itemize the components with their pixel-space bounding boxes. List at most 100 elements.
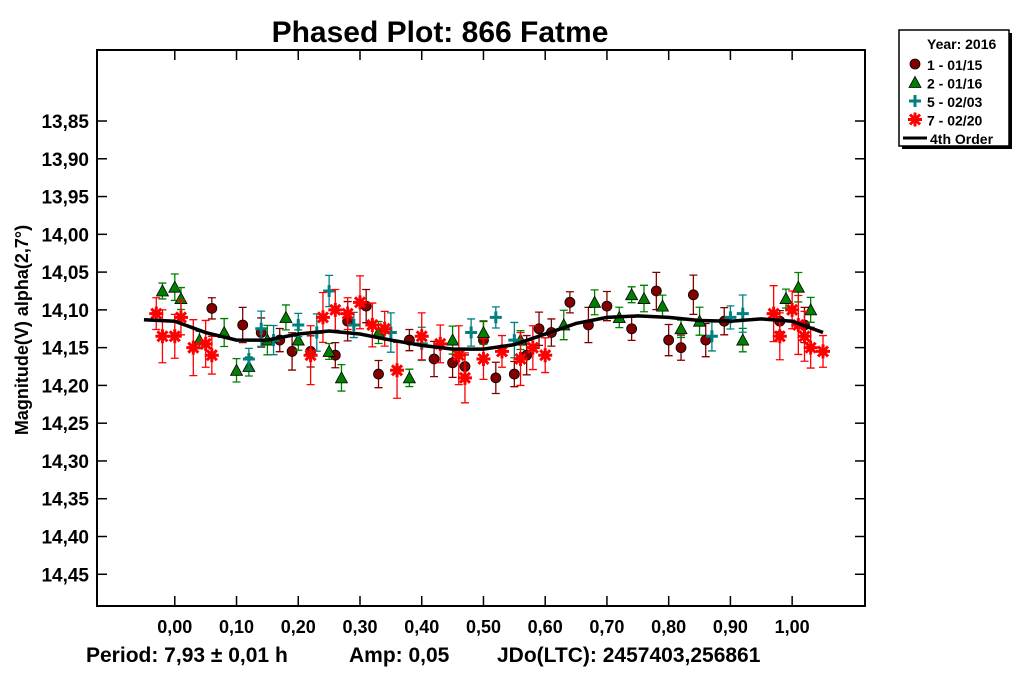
footer-period: Period: 7,93 ± 0,01 h: [86, 644, 288, 667]
data-point: [785, 302, 800, 317]
data-point: [564, 296, 576, 308]
data-point: [816, 344, 831, 359]
data-point: [490, 372, 502, 384]
data-point: [465, 326, 478, 339]
data-point: [323, 284, 336, 297]
data-point: [433, 336, 448, 351]
data-point: [445, 333, 460, 346]
data-point: [286, 346, 298, 357]
data-point: [772, 329, 787, 344]
data-point: [626, 323, 638, 335]
footer-jdo: JDo(LTC): 2457403,256861: [497, 644, 761, 667]
y-tick-label: 14,30: [41, 452, 89, 473]
data-point: [242, 352, 255, 365]
data-point: [525, 340, 540, 355]
data-point: [428, 353, 440, 365]
data-point: [204, 348, 219, 363]
y-tick-label: 14,05: [41, 263, 89, 284]
data-point: [674, 321, 688, 335]
data-point: [373, 368, 384, 380]
legend-marker-circle: [909, 58, 921, 70]
data-point: [155, 329, 170, 344]
series-3: [242, 274, 749, 371]
legend-marker-triangle: [908, 75, 922, 88]
data-point: [328, 302, 343, 317]
y-tick-label: 14,35: [41, 490, 89, 511]
chart-title: Phased Plot: 866 Fatme: [272, 16, 609, 49]
data-point: [414, 329, 429, 344]
x-tick-label: 1,00: [775, 617, 810, 637]
data-point: [736, 307, 749, 320]
data-point: [637, 291, 651, 304]
data-point: [451, 348, 466, 363]
plot-area: [96, 49, 866, 607]
data-point: [803, 340, 818, 355]
y-tick-label: 14,00: [41, 225, 89, 246]
data-point: [489, 311, 502, 324]
data-point: [168, 280, 182, 293]
x-tick-label: 0,30: [342, 617, 377, 637]
y-tick-label: 14,45: [41, 565, 89, 586]
data-point: [663, 334, 675, 346]
data-point: [322, 344, 336, 357]
x-tick-label: 0,00: [157, 617, 192, 637]
fit-curve-4th-order: [143, 314, 824, 351]
y-tick-label: 13,95: [41, 188, 89, 209]
data-point: [229, 363, 244, 376]
data-point: [650, 285, 662, 297]
x-tick-label: 0,40: [404, 617, 439, 637]
legend-entry: 5 - 02/03: [927, 94, 982, 110]
x-tick-label: 0,70: [589, 617, 624, 637]
footer-amp: Amp: 0,05: [349, 644, 450, 667]
data-point: [390, 363, 405, 378]
data-point: [797, 329, 812, 344]
y-axis-label: Magnitude(V) alpha(2,7°): [12, 225, 32, 435]
data-point: [655, 299, 670, 312]
y-tick-label: 14,10: [41, 301, 89, 322]
legend-entry: 7 - 02/20: [927, 113, 982, 129]
y-tick-label: 14,15: [41, 339, 89, 360]
legend-entry: 1 - 01/15: [927, 57, 982, 73]
x-tick-label: 0,10: [219, 617, 254, 637]
data-point: [587, 295, 602, 308]
data-point: [173, 310, 188, 325]
legend-entry: 2 - 01/16: [927, 76, 982, 92]
data-point: [149, 306, 164, 321]
data-point: [340, 306, 355, 321]
y-tick-label: 14,40: [41, 528, 89, 549]
data-point: [377, 321, 392, 336]
data-point: [155, 284, 170, 297]
legend-entry: 4th Order: [930, 131, 994, 147]
y-tick-label: 14,20: [41, 376, 89, 397]
data-point: [279, 310, 293, 323]
data-point: [476, 351, 491, 366]
data-point: [347, 318, 360, 331]
legend-title: Year: 2016: [927, 36, 996, 52]
data-point: [494, 344, 509, 359]
data-point: [206, 302, 218, 314]
data-point: [198, 336, 213, 351]
data-point: [303, 348, 318, 363]
data-point: [167, 329, 182, 344]
data-point: [803, 303, 818, 316]
data-point: [601, 300, 613, 312]
x-tick-label: 0,50: [466, 617, 501, 637]
x-tick-label: 0,90: [713, 617, 748, 637]
data-point: [624, 287, 639, 301]
data-point: [255, 322, 268, 335]
legend-marker-plus: [909, 95, 921, 107]
data-point: [687, 289, 699, 301]
data-point: [186, 340, 201, 355]
data-point: [365, 317, 380, 332]
data-point: [779, 291, 793, 304]
y-tick-label: 14,25: [41, 414, 89, 435]
data-point: [334, 371, 349, 384]
data-point: [705, 330, 718, 343]
data-point: [457, 370, 472, 385]
data-point: [237, 319, 249, 331]
data-point: [766, 306, 781, 321]
legend: Year: 2016 1 - 01/15 2 - 01/16 5 - 02/03 7 …: [898, 29, 1012, 149]
data-point: [675, 342, 687, 354]
y-tick-label: 13,85: [41, 112, 89, 133]
